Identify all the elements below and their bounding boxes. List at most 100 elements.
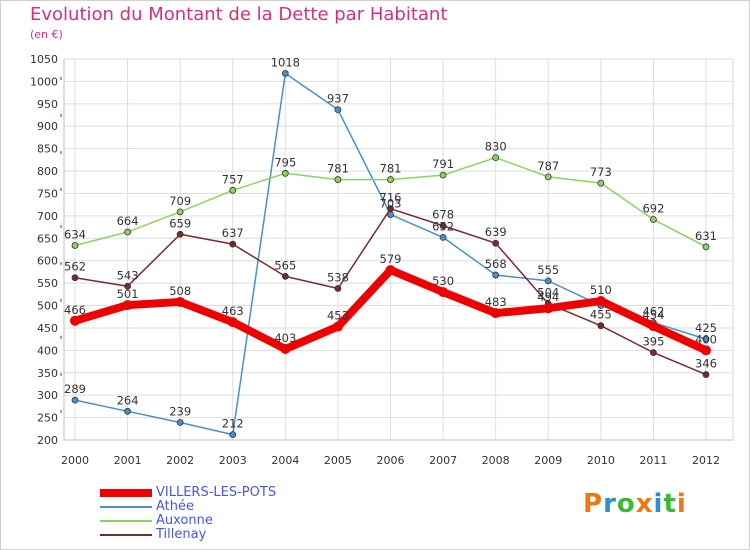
y-tick-label: 200	[37, 434, 58, 447]
logo-letter: t	[663, 489, 677, 519]
data-point	[334, 106, 342, 114]
data-point	[332, 321, 343, 332]
data-label: 652	[432, 219, 454, 233]
y-tick-label: 650	[37, 232, 58, 245]
logo-letter: o	[616, 489, 636, 519]
y-tick-label: 550	[37, 277, 58, 290]
data-point	[492, 154, 500, 162]
data-label: 508	[169, 284, 191, 298]
data-label: 709	[169, 194, 191, 208]
legend-label-auxonne: Auxonne	[156, 513, 213, 528]
y-tick-label: 500	[37, 300, 58, 313]
data-label: 462	[642, 305, 664, 319]
data-label: 395	[642, 335, 664, 349]
data-point	[229, 240, 237, 248]
data-label: 716	[380, 191, 402, 205]
data-point	[492, 239, 500, 247]
legend-item: VILLERS-LES-POTS	[100, 486, 276, 500]
data-point	[387, 176, 394, 183]
legend-item: Auxonne	[100, 514, 276, 528]
plot-area	[63, 58, 734, 441]
data-label: 454	[642, 308, 664, 322]
x-tick-label: 2012	[692, 454, 720, 467]
data-label: 510	[590, 283, 612, 297]
data-point	[281, 69, 289, 77]
data-point	[334, 176, 342, 183]
data-label: 678	[432, 208, 454, 222]
data-label: 659	[169, 216, 191, 230]
data-label: 453	[327, 309, 349, 323]
y-tick-label: 750	[37, 187, 58, 200]
data-label: 555	[537, 263, 559, 277]
chart-legend: VILLERS-LES-POTS Athée Auxonne Tillenay	[100, 486, 276, 542]
legend-swatch-tillenay	[100, 534, 152, 536]
data-label: 634	[64, 227, 86, 241]
data-label: 494	[537, 290, 559, 304]
data-point	[650, 216, 657, 223]
data-point	[281, 272, 289, 280]
data-label: 530	[432, 274, 454, 288]
data-point	[439, 233, 447, 241]
data-label: 830	[485, 140, 507, 154]
y-tick-label: 400	[37, 344, 58, 357]
x-tick-label: 2001	[114, 454, 142, 467]
data-point	[387, 205, 394, 213]
data-label: 664	[117, 214, 139, 228]
data-point	[176, 230, 184, 238]
logo-letter: P	[583, 489, 604, 519]
data-point	[124, 282, 131, 290]
data-point	[334, 285, 342, 292]
data-point	[701, 345, 711, 356]
data-point	[280, 344, 291, 355]
data-label: 791	[432, 157, 454, 171]
data-label: 425	[695, 321, 717, 335]
data-point	[492, 271, 500, 279]
data-point	[490, 308, 501, 319]
data-point	[229, 186, 237, 194]
y-tick-label: 600	[37, 255, 58, 268]
x-tick-label: 2004	[271, 454, 299, 467]
logo-letter: i	[676, 489, 687, 519]
data-label: 565	[274, 258, 296, 272]
x-tick-label: 2011	[639, 454, 667, 467]
data-point	[175, 296, 186, 307]
y-tick-label: 700	[37, 210, 58, 223]
data-point	[70, 315, 80, 326]
data-point	[176, 208, 184, 216]
logo-letter: x	[635, 489, 654, 519]
data-point	[71, 396, 79, 404]
data-label: 346	[695, 357, 717, 371]
data-point	[597, 179, 605, 187]
data-label: 466	[64, 303, 86, 317]
y-tick-label: 900	[37, 120, 58, 133]
data-label: 795	[274, 155, 296, 169]
data-label: 504	[537, 286, 559, 300]
proxiti-logo: Proxiti	[583, 489, 687, 519]
data-point	[176, 419, 184, 426]
legend-swatch-auxonne	[100, 520, 152, 522]
data-point	[702, 371, 710, 378]
x-tick-label: 2010	[587, 454, 615, 467]
x-tick-label: 2008	[482, 454, 510, 467]
x-tick-label: 2006	[377, 454, 405, 467]
y-tick-label: 1000	[30, 75, 58, 88]
data-label: 463	[222, 304, 244, 318]
data-point	[122, 300, 133, 311]
legend-label-tillenay: Tillenay	[156, 527, 207, 542]
data-label: 787	[537, 159, 559, 173]
data-point	[124, 407, 131, 415]
data-label: 455	[590, 308, 612, 322]
y-tick-label: 950	[37, 98, 58, 111]
legend-item: Athée	[100, 500, 276, 514]
legend-label-villers: VILLERS-LES-POTS	[156, 485, 277, 500]
y-tick-label: 850	[37, 143, 58, 156]
data-label: 773	[590, 165, 612, 179]
legend-item: Tillenay	[100, 528, 276, 542]
data-point	[438, 287, 449, 298]
data-label: 501	[117, 287, 139, 301]
data-point	[124, 228, 131, 236]
data-point	[544, 277, 552, 285]
y-tick-label: 1050	[30, 53, 58, 66]
data-point	[650, 349, 657, 356]
